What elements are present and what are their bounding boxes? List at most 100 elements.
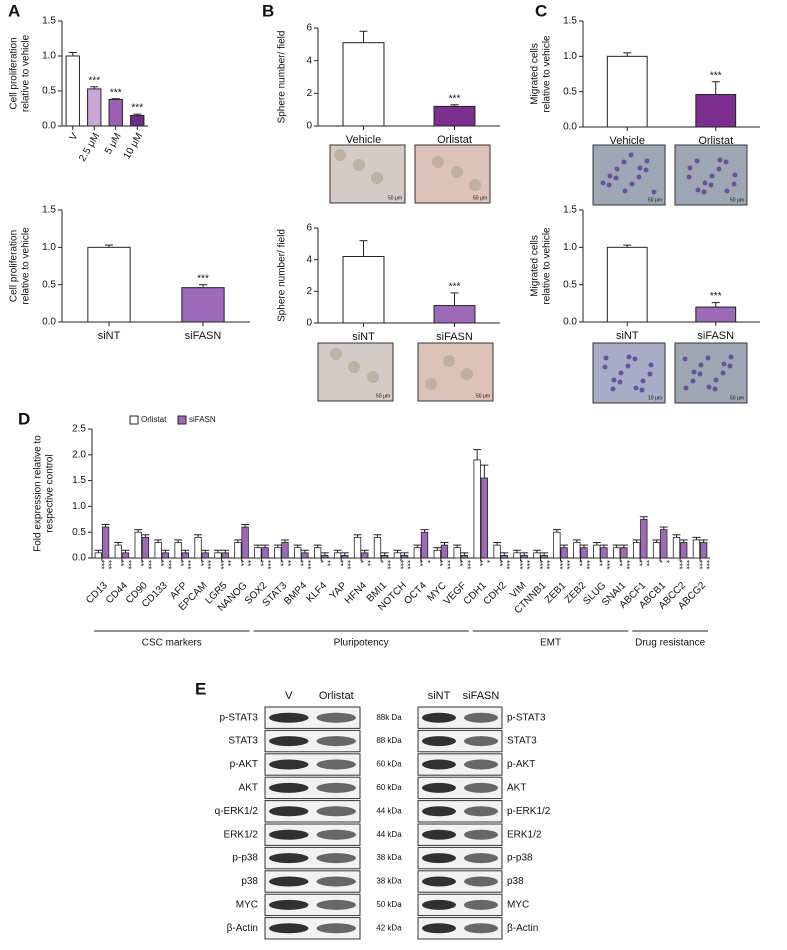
x-tick-label: OCT4 xyxy=(402,580,429,607)
blot-strip xyxy=(417,729,503,753)
error-bar xyxy=(560,544,569,548)
protein-label: p-STAT3 xyxy=(219,712,258,723)
y-tick-label: 0.5 xyxy=(42,279,56,290)
sphere xyxy=(461,368,473,380)
scale-label: 50 μm xyxy=(648,197,662,203)
significance: *** xyxy=(197,273,209,284)
significance: ** xyxy=(635,560,644,566)
error-bar xyxy=(261,544,270,548)
x-tick-label: V xyxy=(68,131,81,143)
micrograph xyxy=(592,342,666,404)
band xyxy=(269,876,309,887)
error-bar xyxy=(221,549,230,553)
bar xyxy=(101,526,110,559)
sphere xyxy=(425,378,437,390)
band xyxy=(269,736,309,747)
x-tick-label: Orlistat xyxy=(437,134,472,146)
bar xyxy=(433,305,476,324)
significance: *** xyxy=(263,560,272,569)
blot-strip xyxy=(417,706,503,729)
x-tick-label: siNT xyxy=(352,331,375,343)
cell xyxy=(626,354,632,360)
significance: *** xyxy=(110,87,122,98)
panel-letter: E xyxy=(195,679,206,698)
error-bar xyxy=(161,549,170,553)
significance: ** xyxy=(435,560,444,566)
significance: ** xyxy=(475,560,484,566)
error-bar xyxy=(373,534,382,538)
bar xyxy=(480,477,488,559)
error-bar xyxy=(380,552,389,556)
significance: * xyxy=(375,560,384,563)
significance: ** xyxy=(256,560,265,566)
bar xyxy=(154,542,162,559)
bar xyxy=(130,115,145,127)
bar xyxy=(460,555,469,559)
bar xyxy=(606,55,648,128)
band xyxy=(316,829,356,840)
error-bar xyxy=(141,534,150,538)
error-bar xyxy=(101,523,110,528)
cell xyxy=(695,187,701,193)
error-bar xyxy=(513,549,522,553)
band xyxy=(269,712,309,723)
bar xyxy=(301,552,309,559)
significance: ** xyxy=(415,560,424,566)
blot-strip xyxy=(417,846,503,870)
bar xyxy=(174,542,182,559)
cell xyxy=(702,180,708,186)
error-bar xyxy=(623,52,632,57)
cell xyxy=(611,377,617,383)
scale-label: 50 μm xyxy=(473,195,487,201)
band xyxy=(464,876,498,887)
significance: *** xyxy=(303,560,312,569)
significance: ** xyxy=(642,560,651,566)
scale-label: 50 μm xyxy=(476,393,490,399)
error-bar xyxy=(699,539,708,543)
error-bar xyxy=(592,542,601,546)
cell xyxy=(690,378,696,384)
group-label: CSC markers xyxy=(142,638,202,649)
y-tick-label: 4 xyxy=(306,254,312,265)
error-bar xyxy=(273,544,282,548)
band xyxy=(464,712,498,723)
blot-strip xyxy=(417,870,503,893)
error-bar xyxy=(300,549,309,553)
error-bar xyxy=(711,81,720,95)
significance: * xyxy=(662,560,671,563)
bar xyxy=(692,539,701,559)
band xyxy=(422,782,456,793)
error-bar xyxy=(652,539,661,543)
blot-strip xyxy=(264,870,361,893)
protein-label: p38 xyxy=(241,876,258,887)
significance: ** xyxy=(283,560,292,566)
error-bar xyxy=(580,544,589,548)
blot-strip xyxy=(417,823,503,846)
bar xyxy=(560,547,568,559)
group-label: Drug resistance xyxy=(635,638,705,649)
error-bar xyxy=(134,529,143,533)
bar xyxy=(141,536,150,559)
significance: *** xyxy=(710,70,722,81)
band xyxy=(464,736,498,747)
y-tick-label: 0.0 xyxy=(42,121,56,132)
bar xyxy=(500,555,508,559)
band xyxy=(316,876,356,887)
y-tick-label: 1.0 xyxy=(563,51,577,62)
band xyxy=(269,923,309,934)
error-bar xyxy=(420,529,429,533)
lane-header: Orlistat xyxy=(319,690,354,702)
error-bar xyxy=(473,449,482,460)
bar xyxy=(620,547,628,559)
cell xyxy=(617,379,623,385)
x-tick-label: siFASN xyxy=(185,330,222,342)
significance: ** xyxy=(223,560,232,566)
y-axis-label: relative to vehicle xyxy=(21,227,32,305)
blot-strip xyxy=(417,917,503,940)
sphere xyxy=(330,348,342,360)
error-bar xyxy=(174,539,183,543)
x-tick-label: CD13 xyxy=(84,580,110,606)
error-bar xyxy=(359,30,368,43)
significance: ** xyxy=(236,560,245,566)
significance: *** xyxy=(694,560,703,569)
